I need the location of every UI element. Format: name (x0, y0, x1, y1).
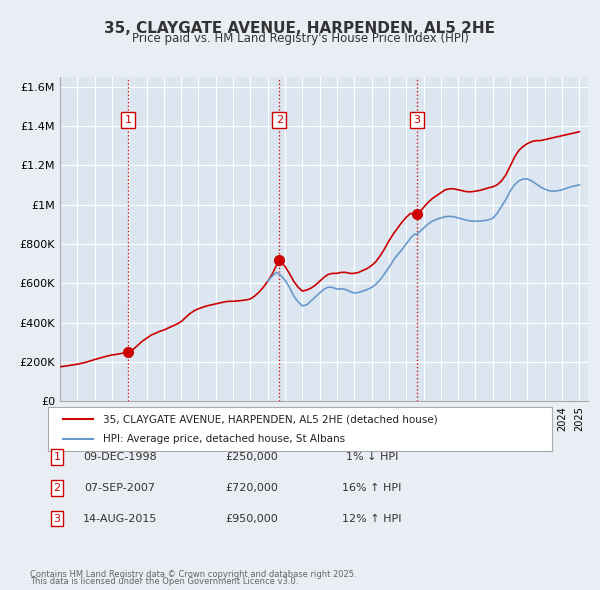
Text: HPI: Average price, detached house, St Albans: HPI: Average price, detached house, St A… (103, 434, 346, 444)
Text: Price paid vs. HM Land Registry's House Price Index (HPI): Price paid vs. HM Land Registry's House … (131, 32, 469, 45)
Text: Contains HM Land Registry data © Crown copyright and database right 2025.: Contains HM Land Registry data © Crown c… (30, 571, 356, 579)
Text: 07-SEP-2007: 07-SEP-2007 (85, 483, 155, 493)
Text: 1: 1 (124, 115, 131, 125)
Text: £250,000: £250,000 (226, 453, 278, 462)
Text: £720,000: £720,000 (226, 483, 278, 493)
Text: This data is licensed under the Open Government Licence v3.0.: This data is licensed under the Open Gov… (30, 577, 298, 586)
Text: 12% ↑ HPI: 12% ↑ HPI (342, 514, 402, 523)
Text: 2: 2 (53, 483, 61, 493)
Text: 2: 2 (276, 115, 283, 125)
Text: 35, CLAYGATE AVENUE, HARPENDEN, AL5 2HE (detached house): 35, CLAYGATE AVENUE, HARPENDEN, AL5 2HE … (103, 415, 438, 424)
Text: 3: 3 (413, 115, 421, 125)
Text: 1% ↓ HPI: 1% ↓ HPI (346, 453, 398, 462)
Text: 3: 3 (53, 514, 61, 523)
Text: 35, CLAYGATE AVENUE, HARPENDEN, AL5 2HE: 35, CLAYGATE AVENUE, HARPENDEN, AL5 2HE (104, 21, 496, 35)
Text: £950,000: £950,000 (226, 514, 278, 523)
Text: 14-AUG-2015: 14-AUG-2015 (83, 514, 157, 523)
Text: 09-DEC-1998: 09-DEC-1998 (83, 453, 157, 462)
Text: 16% ↑ HPI: 16% ↑ HPI (343, 483, 401, 493)
Text: 1: 1 (53, 453, 61, 462)
